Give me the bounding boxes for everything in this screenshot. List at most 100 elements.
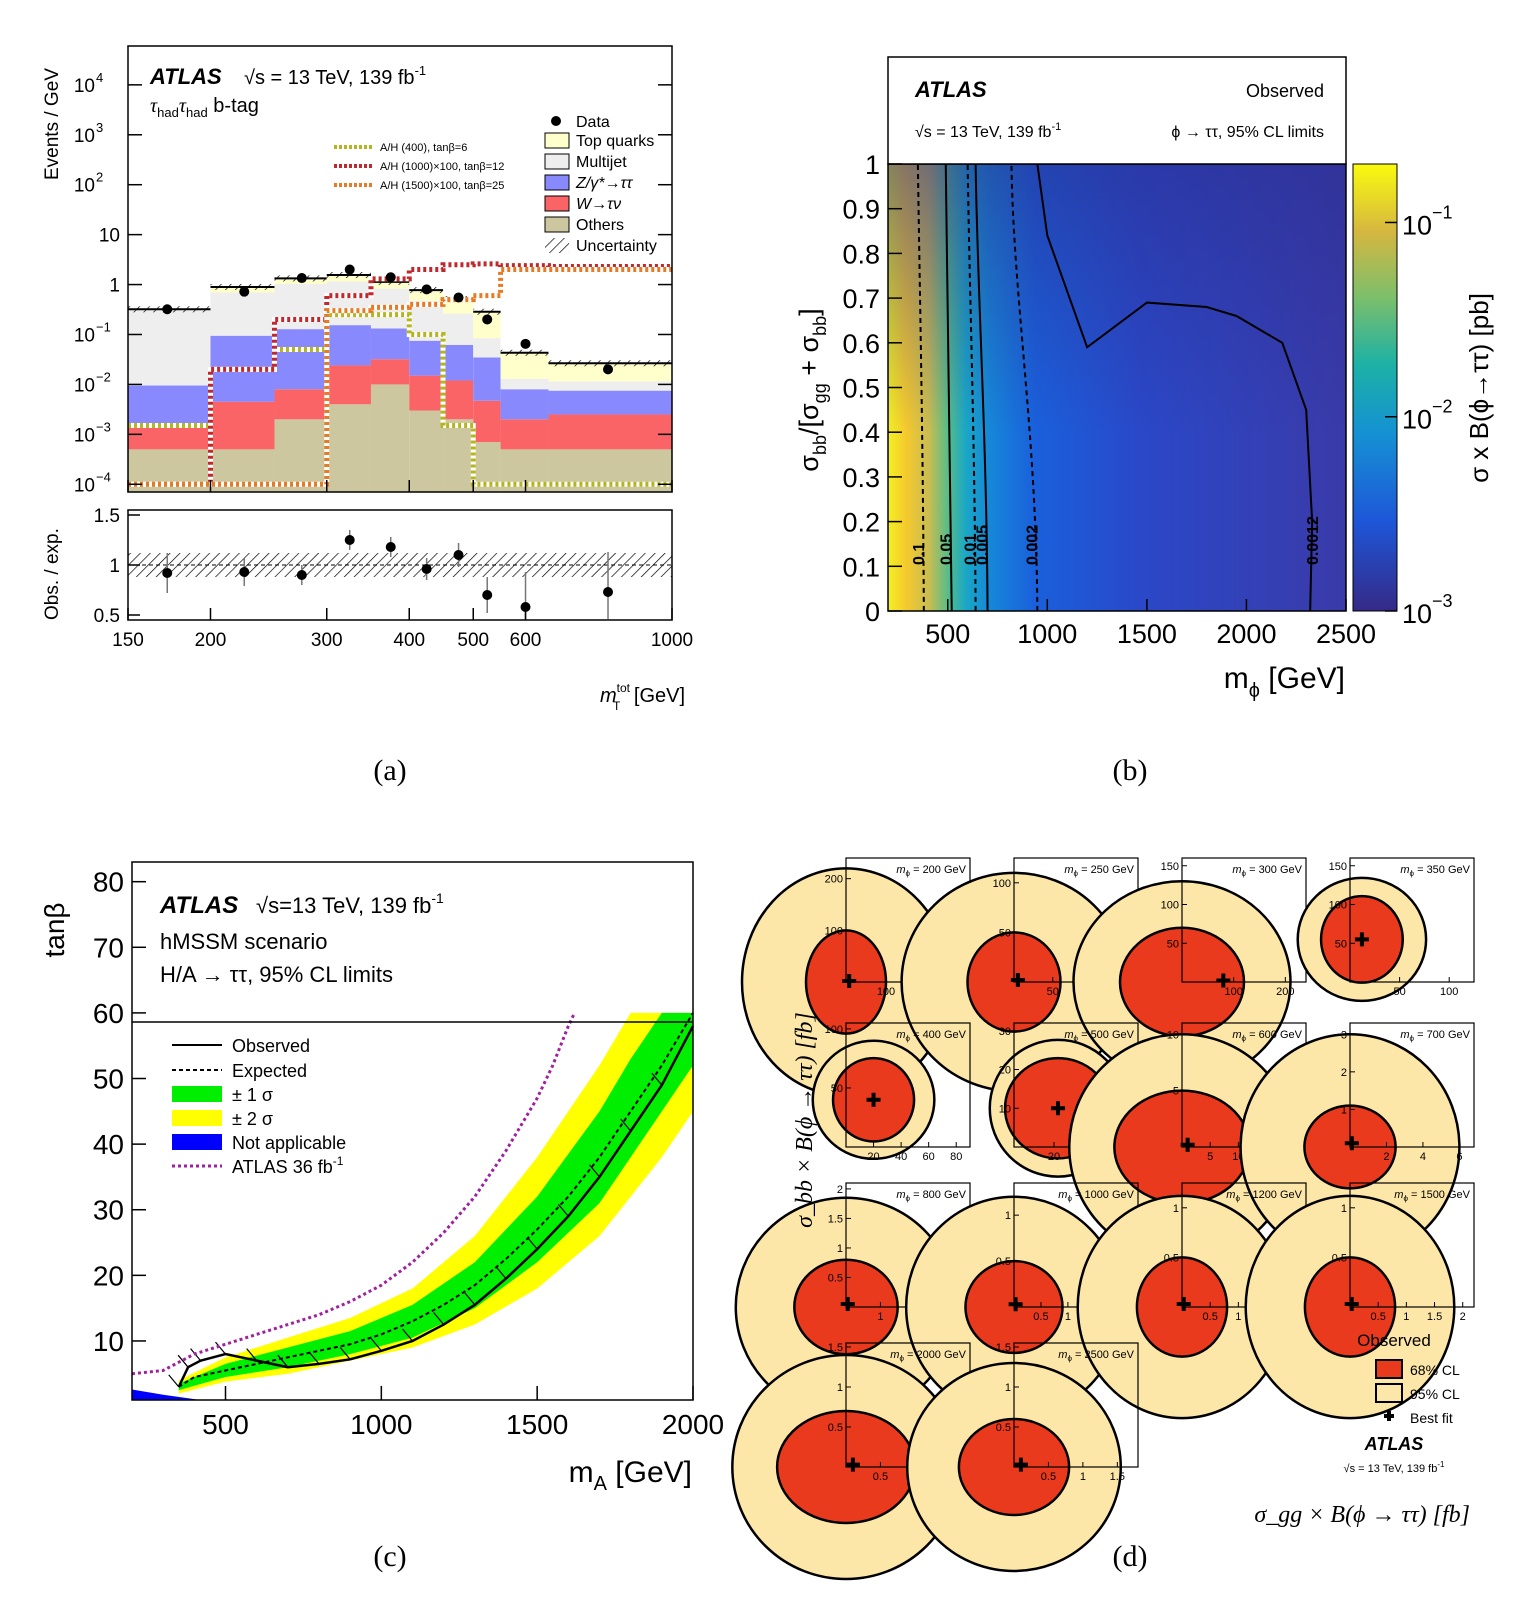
a-ratio-unc-band bbox=[128, 553, 672, 577]
a-bar-1-6 bbox=[443, 380, 474, 420]
c-excl-hatch-5 bbox=[277, 1354, 289, 1368]
a-ytick-label-0: 10 bbox=[74, 76, 95, 97]
a-legend-wtn: W→τν bbox=[576, 196, 621, 213]
d-bestfit-13 bbox=[1013, 1457, 1028, 1472]
a-data-point-9 bbox=[603, 364, 614, 375]
caption-c: (c) bbox=[373, 1540, 406, 1573]
b-contour-label-5: 0.0012 bbox=[1305, 516, 1322, 565]
d-ytick-1-0: 50 bbox=[999, 927, 1011, 939]
a-ratio-point-1 bbox=[239, 567, 250, 577]
a-energy-label: √s = 13 TeV, 139 fb-1 bbox=[244, 63, 426, 89]
d-xtick-13-2: 1.5 bbox=[1110, 1471, 1125, 1483]
d-xtick-11-3: 2 bbox=[1460, 1311, 1466, 1323]
a-data-point-8 bbox=[520, 338, 531, 349]
d-ytick-6-1: 10 bbox=[1167, 1029, 1179, 1041]
d-mass-label-3: mϕ = 350 GeV bbox=[1400, 864, 1470, 878]
c-legend: Observed Expected ± 1 σ ± 2 σ Not applic… bbox=[172, 1036, 346, 1177]
a-legend-sig1000: A/H (1000)×100, tanβ=12 bbox=[380, 161, 504, 173]
a-signal-line-1 bbox=[128, 261, 672, 487]
d-ytick-11-0: 0.5 bbox=[1332, 1252, 1347, 1264]
d-xtick-8-0: 1 bbox=[877, 1311, 883, 1323]
d-xtick-10-0: 0.5 bbox=[1203, 1311, 1218, 1323]
d-mass-label-12: mϕ = 2000 GeV bbox=[890, 1349, 966, 1363]
b-contour-0 bbox=[916, 163, 925, 612]
d-xtick-11-1: 1 bbox=[1403, 1311, 1409, 1323]
a-legend-data-marker bbox=[551, 116, 561, 126]
b-ytick-label-3: 0.3 bbox=[842, 463, 880, 493]
d-ytick-9-0: 0.5 bbox=[996, 1256, 1011, 1268]
a-ratio-tick-2: 0.5 bbox=[94, 606, 120, 627]
a-bar-2-0 bbox=[128, 385, 211, 426]
b-contour-label-0: 0.1 bbox=[911, 543, 928, 565]
a-bar-0-3 bbox=[326, 404, 371, 492]
a-xtick-label-2: 300 bbox=[311, 630, 343, 651]
a-bar-1-8 bbox=[500, 419, 549, 450]
a-bar-2-9 bbox=[548, 390, 672, 415]
a-ytick-label-6: 10 bbox=[74, 375, 95, 396]
d-mass-label-11: mϕ = 1500 GeV bbox=[1394, 1189, 1470, 1203]
a-bar-3-6 bbox=[443, 313, 474, 345]
a-bar-3-7 bbox=[473, 338, 501, 358]
d-x-axis-label: σ_gg × B(ϕ → ττ) [fb] bbox=[1254, 1502, 1470, 1528]
a-bar-3-1 bbox=[210, 292, 275, 336]
d-xtick-7-0: 2 bbox=[1383, 1151, 1389, 1163]
a-main-frame bbox=[127, 45, 673, 493]
c-legend-expected: Expected bbox=[232, 1061, 307, 1081]
d-bestfit-2 bbox=[1216, 973, 1231, 988]
c-ytick-label-0: 10 bbox=[93, 1326, 124, 1357]
d-xtick-11-2: 1.5 bbox=[1427, 1311, 1442, 1323]
c-ytick-label-2: 30 bbox=[93, 1195, 124, 1226]
d-ytick-5-1: 20 bbox=[999, 1065, 1011, 1077]
b-atlas-label: ATLAS bbox=[914, 77, 987, 102]
c-excl-hatch-17 bbox=[651, 1072, 663, 1086]
a-ytick-exp-0: 4 bbox=[96, 70, 103, 85]
d-ytick-13-1: 1 bbox=[1005, 1382, 1011, 1394]
b-contour-2 bbox=[966, 163, 977, 612]
a-bar-4-6 bbox=[443, 299, 474, 314]
d-ytick-7-2: 3 bbox=[1341, 1029, 1347, 1041]
d-xtick-13-1: 1 bbox=[1080, 1471, 1086, 1483]
a-bar-1-9 bbox=[548, 414, 672, 450]
d-frame-13 bbox=[1013, 1342, 1139, 1468]
c-legend-observed: Observed bbox=[232, 1036, 310, 1056]
d-panel-3: mϕ = 350 GeV 50 100 50 100 150 bbox=[1296, 857, 1475, 1003]
b-y-axis-label: σbb/[σgg + σbb] bbox=[794, 308, 830, 471]
c-legend-1sigma: ± 1 σ bbox=[232, 1085, 273, 1105]
d-xtick-5-0: 20 bbox=[1048, 1151, 1060, 1163]
d-mass-label-13: mϕ = 2500 GeV bbox=[1058, 1349, 1134, 1363]
d-ytick-6-0: 5 bbox=[1173, 1086, 1179, 1098]
d-bestfit-7 bbox=[1344, 1136, 1359, 1151]
b-contour-label-2: 0.01 bbox=[963, 534, 980, 565]
d-panel-0: mϕ = 200 GeV100200300100200 bbox=[740, 857, 975, 1097]
d-legend-95: 95% CL bbox=[1410, 1386, 1460, 1402]
c-excl-hatch-16 bbox=[620, 1118, 632, 1132]
d-bestfit-0 bbox=[842, 973, 857, 988]
b-heatmap-shading bbox=[888, 164, 1346, 611]
d-ytick-8-1: 1 bbox=[837, 1243, 843, 1255]
b-contour-label-4: 0.002 bbox=[1024, 525, 1041, 565]
c-excl-hatch-12 bbox=[495, 1266, 507, 1280]
a-legend-unc: Uncertainty bbox=[576, 238, 657, 255]
d-xtick-6-0: 5 bbox=[1207, 1151, 1213, 1163]
a-unc-band-9 bbox=[548, 360, 672, 367]
d-ytick-2-2: 150 bbox=[1161, 861, 1179, 873]
b-ztick-base-2: 10 bbox=[1402, 599, 1432, 629]
d-legend: Observed 68% CL 95% CL Best fit ATLAS √s… bbox=[1344, 1331, 1460, 1475]
a-unc-band-1 bbox=[210, 283, 275, 290]
a-bar-1-3 bbox=[326, 365, 371, 405]
b-ytick-label-7: 0.7 bbox=[842, 284, 880, 314]
d-xtick-9-1: 1 bbox=[1065, 1311, 1071, 1323]
a-xtick-label-1: 200 bbox=[195, 630, 227, 651]
a-legend-others: Others bbox=[576, 217, 624, 234]
b-x-axis-label: mϕ [GeV] bbox=[1224, 662, 1345, 702]
a-ytick-exp-2: 2 bbox=[96, 170, 103, 185]
a-ytick-exp-8: −4 bbox=[96, 469, 111, 484]
a-signal-line-2 bbox=[128, 267, 672, 487]
a-legend-ztt-swatch bbox=[544, 174, 570, 191]
c-excl-hatch-0 bbox=[168, 1374, 180, 1388]
d-ytick-9-1: 1 bbox=[1005, 1210, 1011, 1222]
d-bestfit-1 bbox=[1010, 973, 1025, 988]
a-legend-wtn-swatch bbox=[544, 195, 570, 212]
